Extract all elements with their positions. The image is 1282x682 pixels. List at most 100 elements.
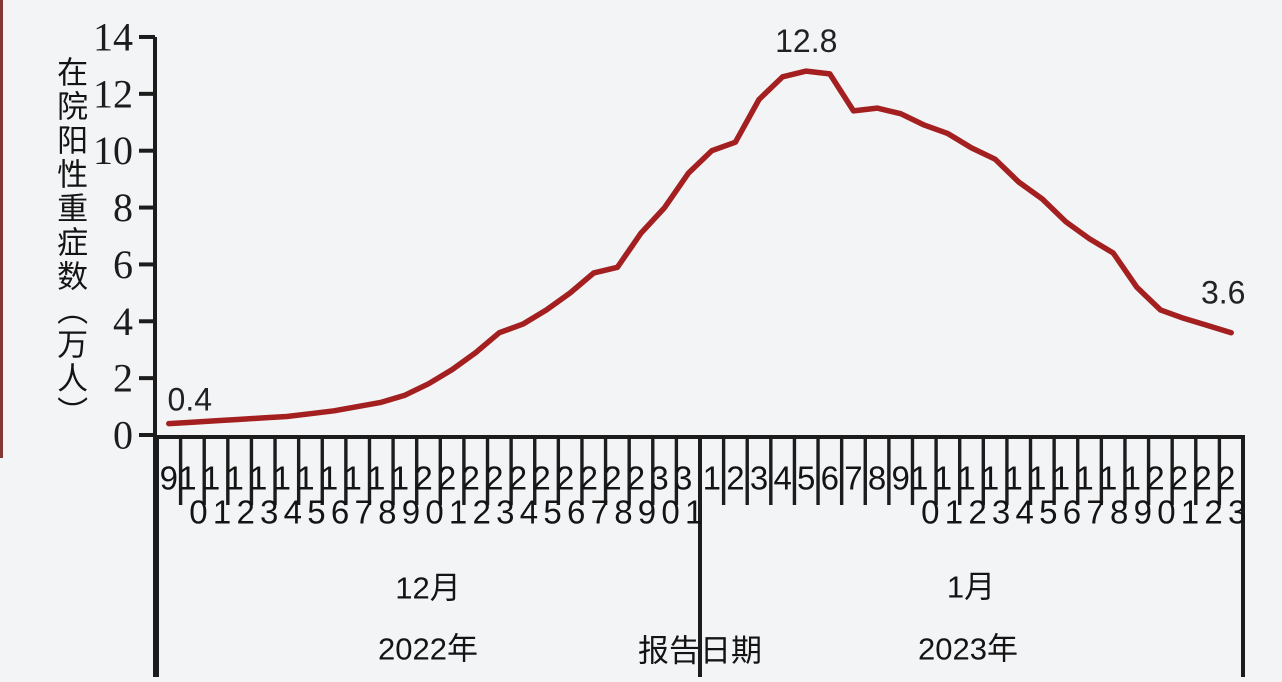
x-day-label-units: 2 bbox=[968, 494, 986, 531]
y-tick-label: 12 bbox=[93, 71, 133, 116]
x-day-label: 5 bbox=[797, 460, 815, 497]
x-day-label: 4 bbox=[773, 460, 791, 497]
x-day-label-units: 0 bbox=[189, 494, 207, 531]
x-axis-title: 报告日期 bbox=[638, 633, 762, 669]
x-day-label-units: 0 bbox=[661, 494, 679, 531]
month-label-december: 12月 bbox=[395, 570, 461, 606]
x-day-label-units: 2 bbox=[236, 494, 254, 531]
x-day-label-units: 8 bbox=[614, 494, 632, 531]
x-day-label-units: 9 bbox=[638, 494, 656, 531]
x-day-label-tens: 2 bbox=[438, 460, 456, 497]
x-day-label-tens: 1 bbox=[1075, 460, 1093, 497]
x-day-label-tens: 1 bbox=[910, 460, 928, 497]
x-day-label-tens: 1 bbox=[1028, 460, 1046, 497]
x-day-label-tens: 2 bbox=[580, 460, 598, 497]
x-day-label-units: 7 bbox=[1086, 494, 1104, 531]
x-day-label-tens: 1 bbox=[225, 460, 243, 497]
x-day-label-units: 5 bbox=[307, 494, 325, 531]
y-axis-title: 在院阳性重症数（万人） bbox=[52, 56, 88, 430]
x-day-label-units: 5 bbox=[543, 494, 561, 531]
x-day-label-tens: 1 bbox=[391, 460, 409, 497]
x-day-label-units: 0 bbox=[921, 494, 939, 531]
x-day-label: 6 bbox=[821, 460, 839, 497]
x-day-label-units: 6 bbox=[331, 494, 349, 531]
y-tick-label: 4 bbox=[113, 299, 133, 344]
x-day-label-units: 3 bbox=[260, 494, 278, 531]
x-day-label-tens: 2 bbox=[509, 460, 527, 497]
y-tick-label: 14 bbox=[93, 14, 133, 59]
x-day-label-tens: 1 bbox=[1005, 460, 1023, 497]
severe-cases-line bbox=[166, 68, 1234, 427]
x-day-label-tens: 1 bbox=[202, 460, 220, 497]
x-day-label: 8 bbox=[868, 460, 886, 497]
x-day-label-units: 1 bbox=[685, 494, 703, 531]
x-day-label-units: 0 bbox=[425, 494, 443, 531]
x-day-label-units: 7 bbox=[354, 494, 372, 531]
x-day-label-units: 9 bbox=[1134, 494, 1152, 531]
annotation-label: 0.4 bbox=[168, 382, 212, 418]
x-day-label-tens: 3 bbox=[674, 460, 692, 497]
x-day-label-tens: 1 bbox=[1123, 460, 1141, 497]
x-day-label-tens: 2 bbox=[1217, 460, 1235, 497]
x-day-label-units: 6 bbox=[1063, 494, 1081, 531]
annotation-label: 3.6 bbox=[1201, 275, 1245, 311]
x-day-label-tens: 2 bbox=[485, 460, 503, 497]
x-day-label-tens: 2 bbox=[1146, 460, 1164, 497]
x-day-label: 2 bbox=[726, 460, 744, 497]
x-day-label-units: 2 bbox=[473, 494, 491, 531]
x-day-label-tens: 1 bbox=[957, 460, 975, 497]
y-tick-label: 2 bbox=[113, 356, 133, 401]
y-tick-label: 6 bbox=[113, 242, 133, 287]
x-day-label-tens: 1 bbox=[249, 460, 267, 497]
x-day-label-units: 3 bbox=[992, 494, 1010, 531]
y-tick-label: 8 bbox=[113, 185, 133, 230]
x-day-label-units: 1 bbox=[213, 494, 231, 531]
month-label-january: 1月 bbox=[946, 569, 996, 605]
x-day-label: 3 bbox=[750, 460, 768, 497]
x-day-label-tens: 1 bbox=[1099, 460, 1117, 497]
x-day-label-units: 4 bbox=[520, 494, 538, 531]
left-edge-accent bbox=[0, 0, 3, 458]
x-day-label-tens: 2 bbox=[1170, 460, 1188, 497]
x-day-label-tens: 1 bbox=[343, 460, 361, 497]
annotation-label: 12.8 bbox=[775, 23, 837, 59]
x-day-label-tens: 1 bbox=[981, 460, 999, 497]
x-day-label-tens: 2 bbox=[414, 460, 432, 497]
x-day-label-tens: 2 bbox=[462, 460, 480, 497]
x-day-label-tens: 1 bbox=[296, 460, 314, 497]
x-day-label-tens: 3 bbox=[650, 460, 668, 497]
x-day-label-tens: 2 bbox=[1193, 460, 1211, 497]
x-day-label-units: 3 bbox=[1228, 494, 1246, 531]
x-day-label-units: 6 bbox=[567, 494, 585, 531]
x-day-label-tens: 2 bbox=[603, 460, 621, 497]
y-tick-label: 10 bbox=[93, 128, 133, 173]
x-day-label-units: 2 bbox=[1204, 494, 1222, 531]
x-day-label-units: 8 bbox=[1110, 494, 1128, 531]
x-day-label-tens: 1 bbox=[1052, 460, 1070, 497]
x-day-label-tens: 2 bbox=[532, 460, 550, 497]
x-day-label: 1 bbox=[703, 460, 721, 497]
x-day-label: 7 bbox=[844, 460, 862, 497]
x-day-label-units: 9 bbox=[402, 494, 420, 531]
x-day-label-tens: 1 bbox=[178, 460, 196, 497]
x-day-label-units: 4 bbox=[284, 494, 302, 531]
x-day-label-tens: 1 bbox=[320, 460, 338, 497]
x-day-label-units: 5 bbox=[1039, 494, 1057, 531]
x-day-label-tens: 1 bbox=[934, 460, 952, 497]
x-day-label-units: 7 bbox=[591, 494, 609, 531]
x-day-label: 9 bbox=[891, 460, 909, 497]
x-day-label-tens: 2 bbox=[627, 460, 645, 497]
year-label-2022: 2022年 bbox=[378, 631, 478, 667]
x-day-label-units: 8 bbox=[378, 494, 396, 531]
x-day-label-units: 1 bbox=[1181, 494, 1199, 531]
year-label-2023: 2023年 bbox=[918, 631, 1018, 667]
x-day-label-tens: 1 bbox=[367, 460, 385, 497]
y-tick-label: 0 bbox=[113, 413, 133, 458]
x-day-label-tens: 2 bbox=[556, 460, 574, 497]
x-day-label-units: 4 bbox=[1016, 494, 1034, 531]
x-day-label-units: 1 bbox=[449, 494, 467, 531]
x-day-label-units: 1 bbox=[945, 494, 963, 531]
x-day-label-units: 0 bbox=[1157, 494, 1175, 531]
